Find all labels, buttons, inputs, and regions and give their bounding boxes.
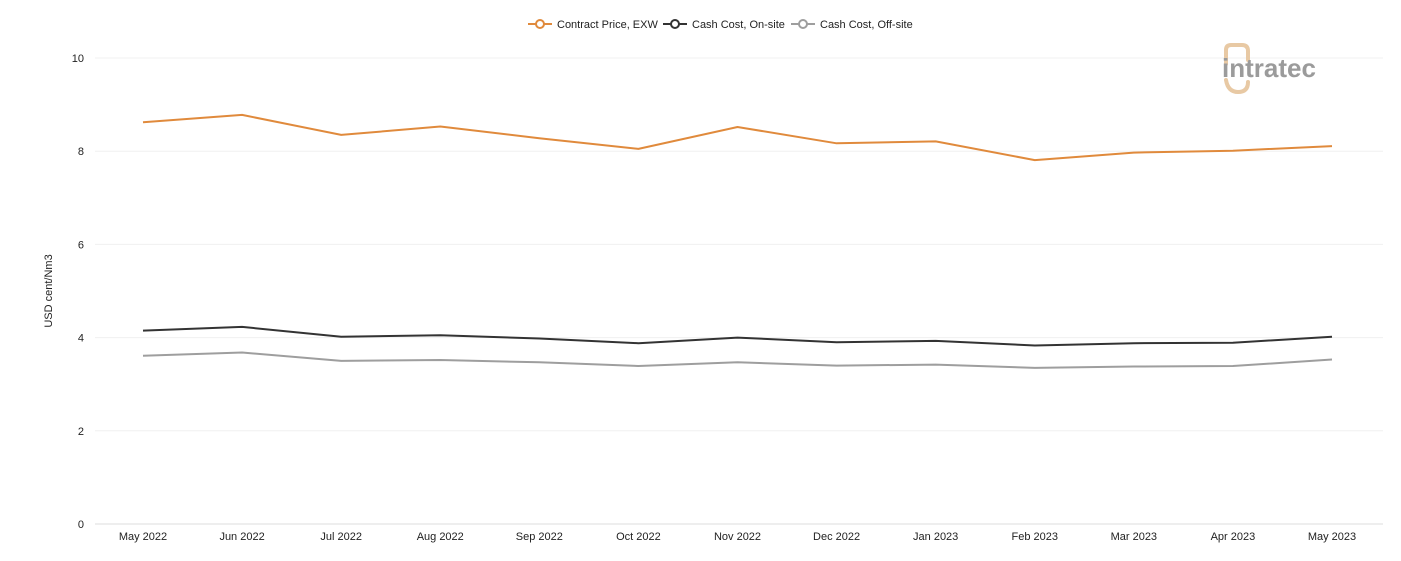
legend-marker-icon	[535, 19, 545, 29]
legend-marker-icon	[670, 19, 680, 29]
x-tick-label: Jun 2022	[219, 531, 264, 543]
intratec-logo: intratec	[1222, 43, 1316, 95]
x-tick-label: Aug 2022	[417, 531, 464, 543]
y-tick-label: 8	[78, 146, 84, 158]
y-tick-label: 6	[78, 239, 84, 251]
series-line-0	[142, 113, 1333, 162]
legend: Contract Price, EXW Cash Cost, On-site Cas…	[528, 19, 913, 31]
y-tick-label: 10	[72, 53, 84, 65]
y-tick-label: 2	[78, 426, 84, 438]
legend-item-2: Cash Cost, Off-site	[791, 19, 913, 31]
logo-text: intratec	[1222, 53, 1316, 83]
x-tick-label: Apr 2023	[1211, 531, 1256, 543]
y-axis-title: USD cent/Nm3	[43, 254, 55, 327]
x-tick-label: Jul 2022	[320, 531, 362, 543]
x-tick-label: May 2022	[119, 531, 167, 543]
legend-marker-icon	[798, 19, 808, 29]
x-axis-ticks: May 2022 Jun 2022 Jul 2022 Aug 2022 Sep 2022…	[119, 531, 1356, 543]
legend-label: Contract Price, EXW	[557, 19, 658, 31]
x-tick-label: May 2023	[1308, 531, 1356, 543]
legend-label: Cash Cost, Off-site	[820, 19, 913, 31]
x-tick-label: Mar 2023	[1111, 531, 1157, 543]
legend-item-0: Contract Price, EXW	[528, 19, 658, 31]
x-tick-label: Dec 2022	[813, 531, 860, 543]
legend-item-1: Cash Cost, On-site	[663, 19, 785, 31]
y-tick-label: 4	[78, 333, 84, 345]
x-tick-label: Oct 2022	[616, 531, 661, 543]
y-tick-label: 0	[78, 519, 84, 531]
x-tick-label: Sep 2022	[516, 531, 563, 543]
series-lines	[142, 113, 1333, 369]
x-tick-label: Nov 2022	[714, 531, 761, 543]
x-tick-label: Jan 2023	[913, 531, 958, 543]
series-line-1	[142, 325, 1333, 347]
x-tick-label: Feb 2023	[1012, 531, 1058, 543]
logo-hook-icon	[1224, 78, 1250, 95]
y-axis-ticks: 0 2 4 6 8 10	[72, 53, 84, 531]
series-line-2	[142, 351, 1333, 369]
legend-label: Cash Cost, On-site	[692, 19, 785, 31]
logo-mark-icon	[1224, 43, 1250, 66]
